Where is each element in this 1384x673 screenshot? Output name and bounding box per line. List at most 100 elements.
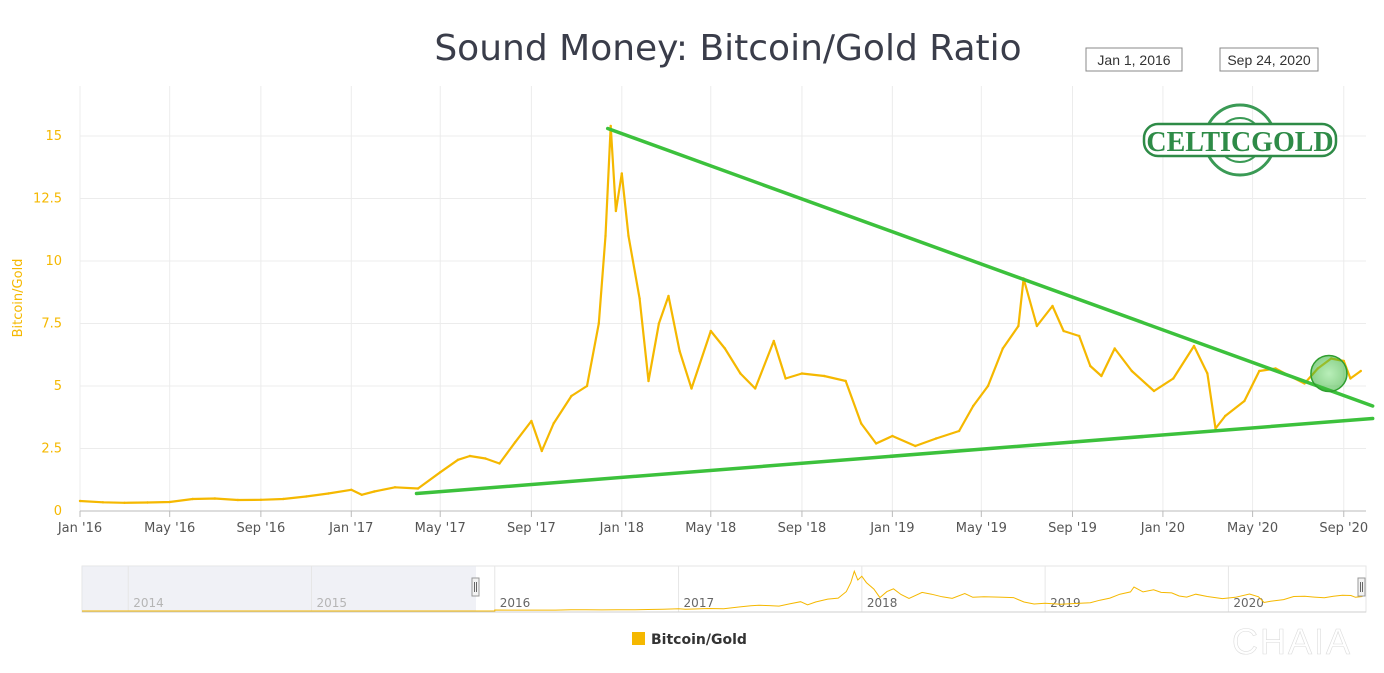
navigator[interactable]: 2014 2015 2016 2017 2018 2019 2020: [81, 565, 1367, 613]
data-point: [350, 488, 353, 491]
y-tick-label: 5: [54, 379, 62, 394]
logo-banner: [1142, 122, 1338, 158]
data-point: [530, 419, 533, 423]
data-point: [638, 297, 641, 300]
data-point: [281, 497, 285, 501]
data-point: [1130, 369, 1134, 373]
y-axis-label: Bitcoin/Gold: [11, 259, 26, 338]
navigator-right-handle[interactable]: [1357, 577, 1366, 597]
data-point: [1172, 377, 1175, 380]
data-point: [784, 377, 787, 380]
data-point: [1224, 414, 1227, 418]
data-point: [1062, 329, 1065, 333]
y-tick-label: 12.5: [33, 192, 62, 207]
data-point: [1349, 377, 1352, 380]
data-point: [513, 441, 517, 444]
data-point: [620, 172, 623, 175]
date-range-to-box[interactable]: Sep 24, 2020: [1219, 47, 1319, 72]
navigator-year-label: 2015: [316, 596, 347, 610]
data-point: [236, 498, 240, 502]
data-point: [739, 372, 742, 375]
navigator-series-line: [82, 569, 1363, 612]
data-point: [456, 458, 460, 461]
data-point: [1192, 344, 1196, 348]
data-point: [754, 387, 757, 390]
data-point: [1017, 324, 1020, 328]
data-point: [540, 449, 543, 453]
date-range-from: Jan 1, 2016: [1097, 52, 1170, 68]
date-range-to: Sep 24, 2020: [1227, 52, 1311, 68]
data-point: [986, 384, 990, 388]
data-point: [723, 347, 727, 350]
data-point: [484, 457, 487, 460]
data-point: [1078, 334, 1081, 338]
series-layer: [78, 124, 1363, 504]
celticgold-logo: CELTICGOLD: [1142, 103, 1338, 177]
data-point: [609, 124, 612, 128]
data-point: [957, 429, 961, 433]
legend-label: Bitcoin/Gold: [651, 632, 747, 648]
x-tick-label: May '18: [685, 521, 736, 536]
data-point: [123, 501, 126, 504]
data-point: [552, 422, 555, 425]
data-point: [78, 499, 82, 503]
x-tick-label: May '17: [415, 521, 466, 536]
data-point: [373, 490, 376, 493]
data-point: [101, 501, 105, 504]
data-point: [1243, 399, 1246, 403]
data-point: [304, 495, 308, 498]
chart-title: Sound Money: Bitcoin/Gold Ratio: [434, 28, 1021, 69]
navigator-masked-region: [82, 566, 476, 612]
x-axis-ticks: Jan '16 May '16 Sep '16 Jan '17 May '17 Sep '…: [57, 511, 1368, 536]
data-point: [874, 442, 878, 445]
data-point: [690, 387, 693, 390]
navigator-year-label: 2014: [133, 596, 164, 610]
y-tick-label: 7.5: [41, 317, 62, 332]
y-tick-label: 0: [54, 504, 62, 519]
watermark: CHAIA: [1232, 621, 1352, 662]
legend-item[interactable]: Bitcoin/Gold: [632, 632, 747, 648]
data-point: [1001, 347, 1004, 350]
navigator-year-label: 2018: [867, 596, 898, 610]
data-point: [614, 209, 618, 213]
x-tick-label: May '19: [956, 521, 1007, 536]
data-point: [678, 349, 681, 353]
data-point: [772, 339, 775, 343]
data-point: [259, 498, 263, 501]
data-point: [709, 329, 712, 333]
breakout-highlight: [1310, 354, 1348, 393]
data-point: [891, 434, 894, 438]
trendline-upper-resistance: [605, 126, 1375, 408]
trendline-layer: [414, 126, 1375, 496]
navigator-left-handle[interactable]: [471, 577, 480, 597]
y-tick-label: 15: [45, 129, 62, 144]
logo-text: CELTICGOLD: [1146, 127, 1333, 158]
y-axis-ticks: 0 2.5 5 7.5 10 12.5 15: [33, 129, 62, 519]
data-point: [934, 437, 938, 440]
data-point: [168, 500, 171, 504]
data-point: [604, 234, 607, 238]
y-tick-label: 2.5: [41, 442, 62, 457]
x-tick-label: Sep '20: [1319, 521, 1368, 536]
data-point: [439, 471, 442, 474]
data-point: [972, 404, 975, 408]
data-point: [191, 497, 194, 501]
data-point: [360, 493, 363, 496]
data-point: [657, 322, 661, 325]
data-point: [597, 322, 600, 325]
x-tick-label: May '16: [144, 521, 195, 536]
navigator-year-label: 2019: [1050, 596, 1081, 610]
data-point: [914, 444, 917, 448]
data-point: [823, 374, 826, 378]
x-tick-label: Sep '17: [507, 521, 556, 536]
highlight-circle: [1310, 354, 1348, 393]
data-point: [1051, 304, 1054, 308]
x-tick-label: Sep '18: [778, 521, 827, 536]
date-range-from-box[interactable]: Jan 1, 2016: [1085, 47, 1183, 72]
data-point: [1035, 324, 1039, 328]
x-tick-label: Jan '16: [57, 521, 102, 536]
data-point: [844, 379, 847, 383]
data-point: [627, 234, 630, 238]
navigator-year-label: 2020: [1233, 596, 1264, 610]
